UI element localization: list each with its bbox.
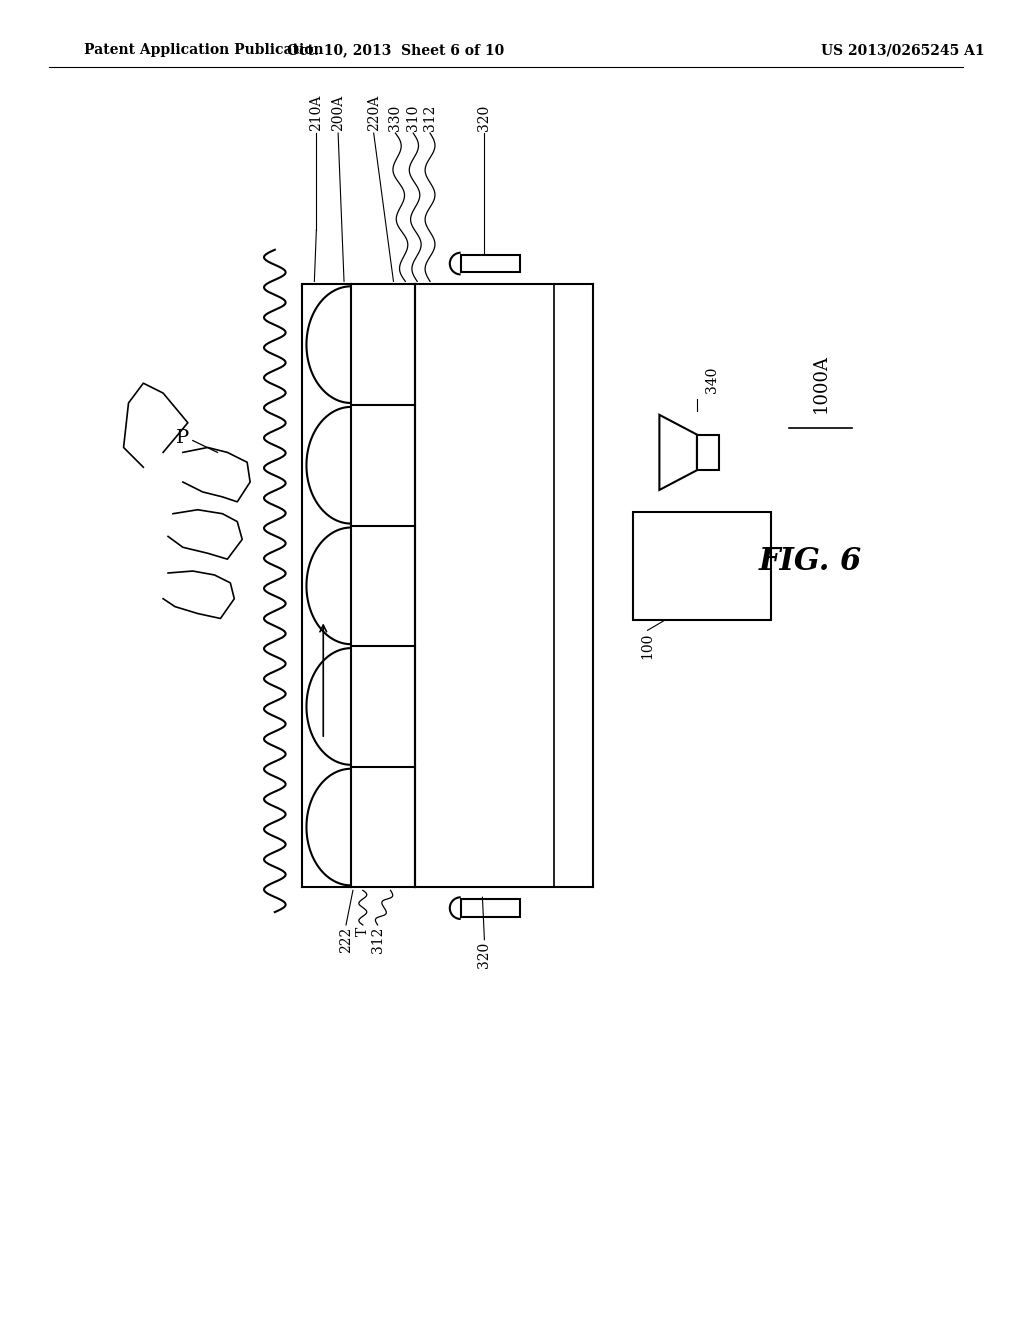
Text: Patent Application Publication: Patent Application Publication — [84, 44, 324, 57]
Text: US 2013/0265245 A1: US 2013/0265245 A1 — [820, 44, 984, 57]
Text: P: P — [176, 429, 189, 446]
Bar — [461, 255, 520, 272]
Text: 220A: 220A — [367, 95, 381, 131]
Text: 222: 222 — [339, 927, 353, 953]
Bar — [697, 434, 719, 470]
Text: 1000A: 1000A — [812, 354, 829, 413]
Text: 100: 100 — [641, 632, 654, 659]
Text: FIG. 6: FIG. 6 — [759, 545, 862, 577]
Text: 310: 310 — [407, 104, 420, 131]
Text: T: T — [355, 927, 370, 936]
Text: 210A: 210A — [309, 95, 324, 131]
Text: 340: 340 — [705, 367, 719, 393]
Text: 312: 312 — [371, 927, 385, 953]
Text: 330: 330 — [388, 104, 402, 131]
Text: 320: 320 — [477, 941, 492, 968]
Text: 320: 320 — [477, 104, 492, 131]
Text: 200A: 200A — [331, 95, 345, 131]
Text: Oct. 10, 2013  Sheet 6 of 10: Oct. 10, 2013 Sheet 6 of 10 — [287, 44, 504, 57]
Bar — [633, 512, 771, 620]
Bar — [461, 899, 520, 917]
Text: 312: 312 — [423, 104, 437, 131]
